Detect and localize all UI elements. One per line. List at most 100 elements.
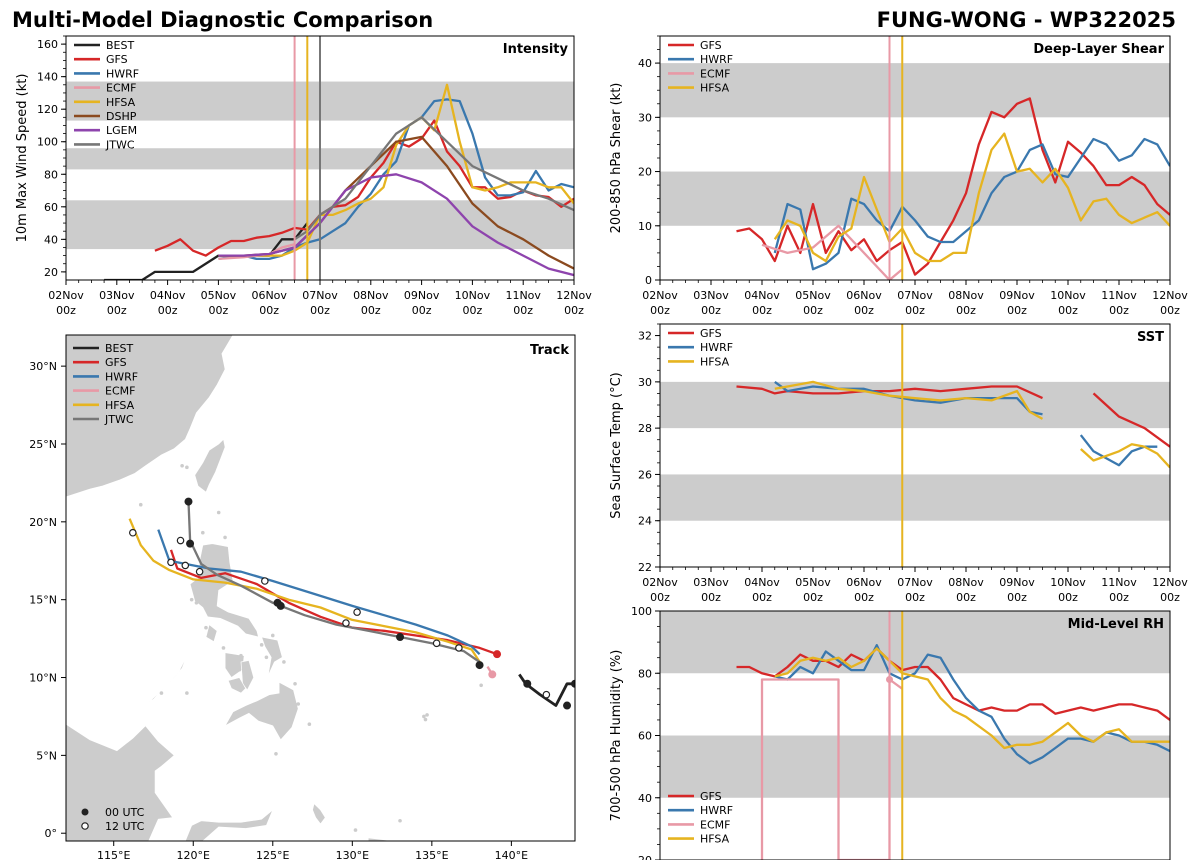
- intensity-legend-label-gfs: GFS: [106, 53, 128, 66]
- sst-xtick-sublabel: 00z: [1109, 591, 1129, 604]
- sst-xtick-sublabel: 00z: [803, 591, 823, 604]
- charts-layer: 2040608010012014016002Nov00z03Nov00z04No…: [15, 35, 1188, 860]
- sst-title: SST: [1137, 330, 1164, 345]
- land-mass-6: [227, 677, 247, 694]
- intensity-xtick-sublabel: 00z: [56, 304, 76, 317]
- sst-panel: 22 24 26 28 30 32 02Nov 00z 03Nov 00z 04Nov 00z 05No…: [609, 323, 1188, 604]
- track-ytick-label: 10°N: [29, 672, 57, 685]
- sst-ytick-label: 32: [638, 330, 652, 343]
- intensity-ytick-label: 40: [44, 233, 58, 246]
- sst-plot-area: [660, 324, 1170, 567]
- rh-ytick-label: 100: [631, 605, 652, 618]
- sst-xtick-label: 12Nov: [1152, 576, 1188, 589]
- track-hwrf-12utc-point: [353, 608, 361, 616]
- sst-legend-label-hfsa: HFSA: [700, 355, 730, 368]
- island: [282, 660, 286, 664]
- track-map-layer: [66, 335, 575, 841]
- intensity-series-group: [104, 36, 574, 280]
- sst-xtick-sublabel: 00z: [701, 591, 721, 604]
- land-mass-13: [367, 837, 394, 841]
- sst-xtick-label: 06Nov: [846, 576, 882, 589]
- island: [239, 653, 243, 658]
- track-legend-label-hwrf: HWRF: [105, 370, 138, 383]
- rh-legend-label-hwrf: HWRF: [700, 804, 733, 817]
- track-best-00utc-point: [563, 701, 572, 710]
- sst-xtick-sublabel: 00z: [650, 591, 670, 604]
- intensity-legend-label-lgem: LGEM: [106, 124, 137, 137]
- sst-xtick-sublabel: 00z: [1007, 591, 1027, 604]
- track-xtick-label: 125°E: [256, 849, 289, 860]
- track-xtick-label: 130°E: [336, 849, 369, 860]
- track-jtwc-12utc-point: [195, 567, 204, 576]
- track-jtwc-12utc-point: [342, 619, 350, 627]
- shear-panel: 0 10 20 30 40 02Nov 00z 03Nov 00z 04Nov 00z 05Nov 00…: [609, 35, 1188, 317]
- legend-12utc-marker: [81, 822, 89, 830]
- shear-xtick-label: 05Nov: [795, 289, 831, 302]
- rh-ytick-label: 40: [638, 792, 652, 805]
- island: [216, 557, 221, 561]
- land-mass-5: [240, 659, 255, 691]
- track-legend-label-ecmf: ECMF: [105, 385, 135, 398]
- sst-series-hfsa: [774, 380, 1170, 469]
- legend-12utc-label: 12 UTC: [105, 820, 145, 833]
- intensity-xtick-label: 08Nov: [353, 289, 389, 302]
- track-jtwc-12utc-point: [181, 561, 190, 570]
- intensity-legend-label-best: BEST: [106, 39, 134, 52]
- intensity-xtick-sublabel: 00z: [361, 304, 381, 317]
- shear-xtick-label: 10Nov: [1050, 289, 1086, 302]
- intensity-ylabel: 10m Max Wind Speed (kt): [15, 74, 30, 243]
- shear-ytick-label: 40: [638, 57, 652, 70]
- track-xtick-label: 135°E: [415, 849, 448, 860]
- island: [307, 722, 312, 727]
- island: [180, 463, 184, 468]
- rh-panel: 20 40 60 80 100 700-500 hPa Humidity (%) Mid-L…: [609, 605, 1171, 860]
- island: [296, 702, 301, 706]
- track-best-00utc-point: [571, 679, 575, 688]
- shear-legend-label-gfs: GFS: [700, 39, 722, 52]
- track-jtwc-00utc-point: [396, 633, 405, 642]
- island: [423, 717, 428, 722]
- island: [398, 818, 402, 823]
- intensity-xtick-sublabel: 00z: [310, 304, 330, 317]
- track-ytick-label: 30°N: [29, 360, 57, 373]
- figure-title: Multi-Model Diagnostic Comparison: [12, 8, 433, 32]
- island: [274, 752, 278, 756]
- track-ytick-label: 5°N: [36, 749, 57, 762]
- shear-xtick-sublabel: 00z: [854, 304, 874, 317]
- intensity-ytick-label: 60: [44, 201, 58, 214]
- sst-xtick-label: 05Nov: [795, 576, 831, 589]
- track-best-00utc-point: [523, 679, 532, 688]
- island: [223, 535, 227, 540]
- rh-legend-label-gfs: GFS: [700, 790, 722, 803]
- intensity-ytick-label: 80: [44, 168, 58, 181]
- island: [237, 667, 242, 672]
- sst-ytick-label: 26: [638, 468, 652, 481]
- track-title: Track: [530, 343, 569, 358]
- intensity-ytick-label: 160: [37, 38, 58, 51]
- shear-xtick-sublabel: 00z: [1109, 304, 1129, 317]
- track-ecmf-00utc-point: [488, 670, 497, 679]
- track-ytick-label: 20°N: [29, 516, 57, 529]
- shear-xtick-sublabel: 00z: [1058, 304, 1078, 317]
- shear-legend-label-hwrf: HWRF: [700, 53, 733, 66]
- shear-series-ecmf: [761, 224, 904, 280]
- intensity-series-gfs: [154, 119, 574, 257]
- track-jtwc: [187, 501, 481, 663]
- intensity-xtick-label: 09Nov: [404, 289, 440, 302]
- rh-ytick-label: 60: [638, 730, 652, 743]
- intensity-ytick-label: 100: [37, 136, 58, 149]
- island: [213, 608, 218, 613]
- land-mass-1: [194, 438, 226, 493]
- storm-id-title: FUNG-WONG - WP322025: [877, 8, 1176, 32]
- legend-00utc-marker: [81, 808, 89, 816]
- track-xtick-label: 120°E: [177, 849, 210, 860]
- shear-legend-label-ecmf: ECMF: [700, 67, 730, 80]
- land-mass-0: [66, 335, 234, 498]
- intensity-xtick-sublabel: 00z: [463, 304, 483, 317]
- sst-xtick-label: 09Nov: [999, 576, 1035, 589]
- island: [353, 828, 358, 832]
- track-jtwc-00utc-point: [475, 661, 484, 670]
- shear-ytick-label: 10: [638, 220, 652, 233]
- track-jtwc-00utc-point: [276, 601, 285, 610]
